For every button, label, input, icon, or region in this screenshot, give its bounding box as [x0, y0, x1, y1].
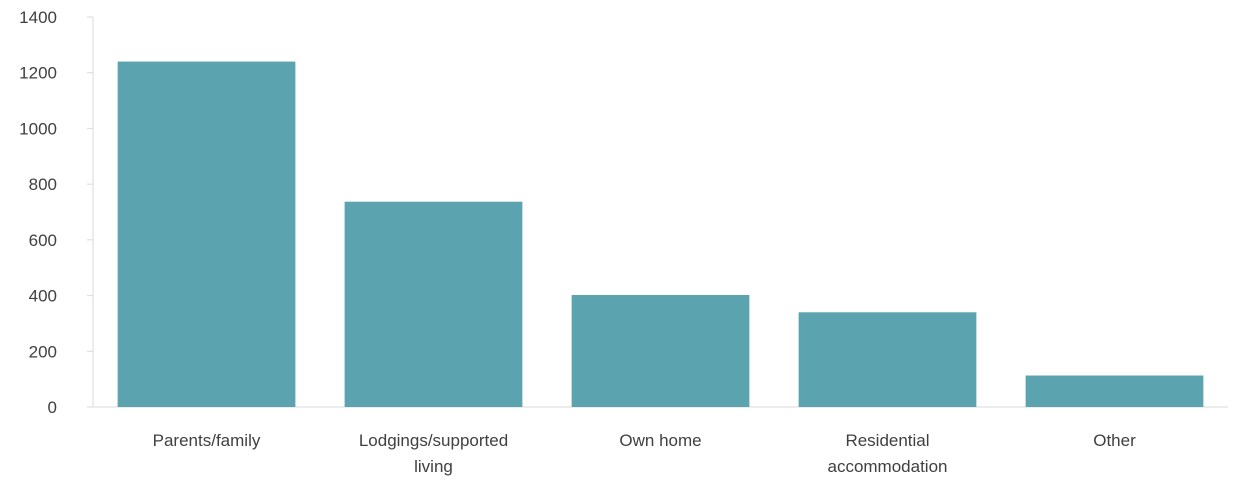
x-category-label: Own home: [619, 431, 701, 450]
y-tick-label: 1200: [19, 64, 57, 83]
x-category-label-line: Own home: [619, 431, 701, 450]
x-category-label-line: living: [414, 457, 453, 476]
bar: [1025, 375, 1204, 407]
y-tick-label: 800: [29, 175, 57, 194]
x-category-label-line: Other: [1093, 431, 1136, 450]
y-tick-label: 400: [29, 287, 57, 306]
x-category-label-line: Lodgings/supported: [359, 431, 508, 450]
bar: [798, 312, 977, 407]
y-tick-label: 0: [48, 398, 57, 417]
chart-bars: [117, 61, 1204, 407]
x-category-label: Lodgings/supported living: [359, 431, 508, 476]
y-tick-label: 200: [29, 342, 57, 361]
y-tick-label: 1400: [19, 8, 57, 27]
bar: [344, 201, 523, 407]
x-axis-labels: Parents/family Lodgings/supported living Ow…: [153, 431, 1136, 476]
y-tick-label: 600: [29, 231, 57, 250]
x-category-label-line: Residential: [845, 431, 929, 450]
y-tick-label: 1000: [19, 119, 57, 138]
bar: [571, 295, 750, 407]
x-category-label-line: accommodation: [827, 457, 947, 476]
x-category-label: Other: [1093, 431, 1136, 450]
bar: [117, 61, 296, 407]
x-category-label: Parents/family: [153, 431, 261, 450]
y-axis-ticks: 0 200 400 600 800 1000 1200 1400: [19, 8, 93, 417]
x-category-label-line: Parents/family: [153, 431, 261, 450]
x-category-label: Residential accommodation: [827, 431, 947, 476]
